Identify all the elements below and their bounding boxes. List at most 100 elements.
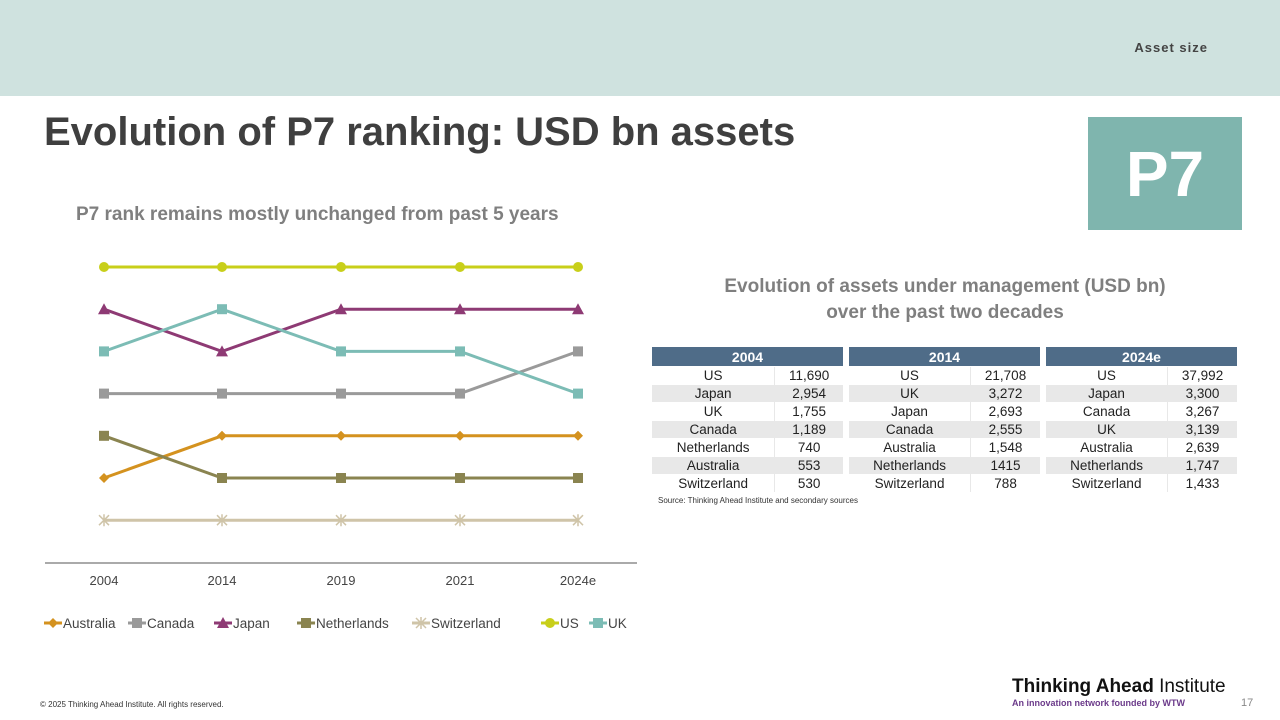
legend-label-australia: Australia: [63, 616, 116, 631]
value-cell: 37,992: [1167, 366, 1237, 385]
legend-label-japan: Japan: [233, 616, 270, 631]
table-row: UK 3,139: [1046, 420, 1237, 439]
table-row: US 21,708: [849, 366, 1040, 385]
data-point-australia: [573, 430, 583, 441]
value-cell: 21,708: [970, 366, 1040, 385]
country-cell: Canada: [1046, 402, 1168, 421]
legend-marker: [48, 618, 58, 628]
data-point-canada: [217, 388, 227, 399]
data-point-us: [573, 262, 583, 272]
p7-badge: P7: [1088, 117, 1242, 230]
data-point-australia: [336, 430, 346, 441]
value-cell: 1,189: [774, 420, 843, 439]
country-cell: Canada: [652, 420, 775, 439]
data-point-australia: [455, 430, 465, 441]
source-note: Source: Thinking Ahead Institute and sec…: [658, 496, 858, 505]
data-point-switzerland: [572, 514, 584, 527]
data-point-uk: [573, 388, 583, 399]
legend-label-us: US: [560, 616, 579, 631]
table-header: 2004: [652, 347, 843, 367]
country-cell: Australia: [1046, 438, 1168, 457]
aum-table-2024e: 2024e US 37,992 Japan 3,300 Canada 3,267 UK 3,13…: [1046, 347, 1237, 492]
table-row: Canada 3,267: [1046, 402, 1237, 421]
country-cell: Japan: [652, 384, 775, 403]
value-cell: 3,267: [1167, 402, 1237, 421]
table-row: Japan 2,954: [652, 384, 843, 403]
country-cell: US: [652, 366, 775, 385]
value-cell: 1,433: [1167, 474, 1237, 492]
value-cell: 2,555: [970, 420, 1040, 439]
value-cell: 2,954: [774, 384, 843, 403]
legend-marker: [593, 618, 603, 628]
table-row: Canada 1,189: [652, 420, 843, 439]
value-cell: 1,755: [774, 402, 843, 421]
country-cell: UK: [652, 402, 775, 421]
data-point-switzerland: [335, 514, 347, 527]
table-row: Netherlands 1,747: [1046, 456, 1237, 475]
tables-title-line1: Evolution of assets under management (US…: [724, 276, 1166, 297]
data-point-netherlands: [336, 473, 346, 483]
legend-marker: [132, 618, 142, 628]
data-point-netherlands: [99, 430, 109, 441]
header-band: [0, 0, 1280, 96]
country-cell: UK: [1046, 420, 1168, 439]
legend-marker: [301, 618, 311, 628]
table-row: Australia 2,639: [1046, 438, 1237, 457]
table-row: US 11,690: [652, 366, 843, 385]
data-point-japan: [216, 345, 228, 357]
data-point-canada: [455, 388, 465, 399]
aum-table-2004: 2004 US 11,690 Japan 2,954 UK 1,755 Canada 1,189…: [652, 347, 843, 492]
data-point-us: [217, 262, 227, 272]
data-point-netherlands: [455, 473, 465, 483]
data-point-canada: [99, 388, 109, 399]
country-cell: Switzerland: [1046, 474, 1168, 492]
x-tick-label: 2021: [446, 573, 475, 588]
rank-line-chart: 2004 2014 2019 2021 2024e Australia Canada Japa…: [44, 262, 637, 631]
x-tick-label: 2004: [90, 573, 119, 588]
table-row: US 37,992: [1046, 366, 1237, 385]
series-line-japan: [103, 307, 578, 353]
table-row: UK 3,272: [849, 384, 1040, 403]
data-point-us: [336, 262, 346, 272]
country-cell: UK: [849, 384, 971, 403]
data-point-japan: [454, 303, 466, 315]
value-cell: 1,747: [1167, 456, 1237, 475]
table-row: Australia 553: [652, 456, 843, 475]
value-cell: 553: [774, 456, 843, 475]
country-cell: Canada: [849, 420, 971, 439]
table-row: Australia 1,548: [849, 438, 1040, 457]
value-cell: 530: [774, 474, 843, 492]
data-point-switzerland: [98, 514, 110, 527]
data-point-netherlands: [573, 473, 583, 483]
country-cell: Japan: [849, 402, 971, 421]
value-cell: 1415: [970, 456, 1040, 475]
table-row: Japan 2,693: [849, 402, 1040, 421]
series-line-australia: [103, 434, 578, 480]
logo-tagline: An innovation network founded by WTW: [1012, 698, 1185, 708]
table-row: Netherlands 1415: [849, 456, 1040, 475]
x-tick-label: 2014: [208, 573, 237, 588]
chart-title: P7 rank remains mostly unchanged from pa…: [76, 204, 559, 225]
copyright: © 2025 Thinking Ahead Institute. All rig…: [40, 700, 224, 709]
data-point-uk: [336, 346, 346, 357]
table-row: UK 1,755: [652, 402, 843, 421]
series-line-netherlands: [103, 434, 578, 480]
data-point-us: [99, 262, 109, 272]
country-cell: Switzerland: [652, 474, 775, 492]
country-cell: Japan: [1046, 384, 1168, 403]
data-point-australia: [99, 473, 109, 483]
legend-marker: [415, 617, 427, 629]
country-cell: US: [849, 366, 971, 385]
data-point-netherlands: [217, 473, 227, 483]
table-row: Switzerland 788: [849, 474, 1040, 492]
logo-name: Thinking Ahead Institute: [1012, 676, 1226, 697]
legend-label-netherlands: Netherlands: [316, 616, 389, 631]
page-title: Evolution of P7 ranking: USD bn assets: [44, 110, 796, 154]
table-header: 2014: [849, 347, 1040, 367]
tables-title-line2: over the past two decades: [826, 302, 1064, 323]
tables-title: Evolution of assets under management (US…: [660, 274, 1230, 326]
data-point-switzerland: [216, 514, 228, 527]
data-point-uk: [99, 346, 109, 357]
value-cell: 3,272: [970, 384, 1040, 403]
value-cell: 3,139: [1167, 420, 1237, 439]
